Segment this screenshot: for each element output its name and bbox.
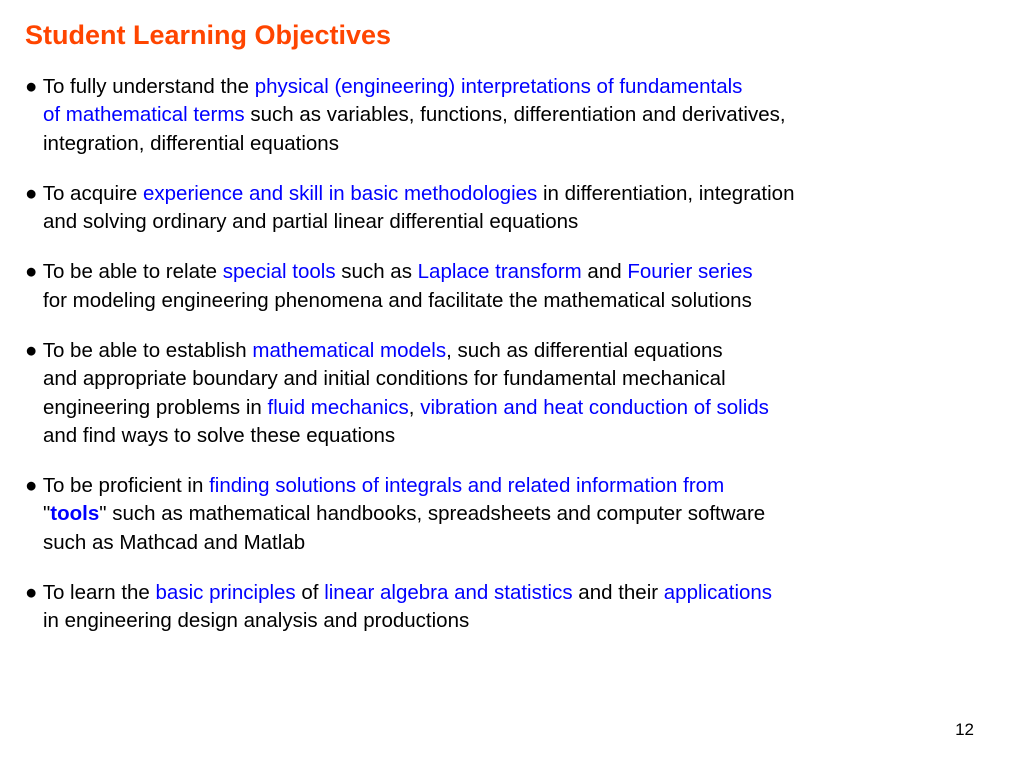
objective-item: ● To fully understand the physical (engi…	[25, 73, 999, 158]
objective-item: ● To be proficient in finding solutions …	[25, 472, 999, 557]
highlighted-text: of mathematical terms	[43, 103, 245, 126]
plain-text: and their	[573, 581, 664, 604]
plain-text: ● To be proficient in	[25, 474, 209, 497]
plain-text: such as variables, functions, differenti…	[245, 103, 786, 126]
plain-text: integration, differential equations	[43, 132, 339, 155]
plain-text: , such as differential equations	[446, 339, 723, 362]
plain-text: and	[582, 260, 628, 283]
highlighted-text: experience and skill in basic methodolog…	[143, 182, 537, 205]
bullet-continuation-line: integration, differential equations	[25, 130, 999, 158]
highlighted-text: finding solutions of integrals and relat…	[209, 474, 724, 497]
plain-text: such as Mathcad and Matlab	[43, 531, 305, 554]
bullet-continuation-line: of mathematical terms such as variables,…	[25, 101, 999, 129]
highlighted-text: physical (engineering) interpretations o…	[255, 75, 743, 98]
bullet-continuation-line: "tools" such as mathematical handbooks, …	[25, 500, 999, 528]
bullet-first-line: ● To learn the basic principles of linea…	[25, 581, 772, 604]
highlighted-text: Fourier series	[627, 260, 752, 283]
bullet-first-line: ● To be proficient in finding solutions …	[25, 474, 724, 497]
plain-text: ,	[409, 396, 420, 419]
page-title: Student Learning Objectives	[25, 20, 999, 51]
objective-item: ● To be able to relate special tools suc…	[25, 258, 999, 315]
objective-item: ● To be able to establish mathematical m…	[25, 337, 999, 450]
highlighted-text: special tools	[223, 260, 336, 283]
bullet-continuation-line: for modeling engineering phenomena and f…	[25, 287, 999, 315]
bullet-first-line: ● To be able to establish mathematical m…	[25, 339, 723, 362]
plain-text: ● To be able to establish	[25, 339, 252, 362]
objective-item: ● To learn the basic principles of linea…	[25, 579, 999, 636]
plain-text: ● To acquire	[25, 182, 143, 205]
plain-text: engineering problems in	[43, 396, 268, 419]
highlighted-text: linear algebra and statistics	[324, 581, 572, 604]
plain-text: in engineering design analysis and produ…	[43, 609, 469, 632]
highlighted-text: mathematical models	[252, 339, 446, 362]
bullet-continuation-line: and solving ordinary and partial linear …	[25, 208, 999, 236]
page-number: 12	[955, 720, 974, 740]
plain-text: " such as mathematical handbooks, spread…	[99, 502, 765, 525]
objective-item: ● To acquire experience and skill in bas…	[25, 180, 999, 237]
plain-text: such as	[336, 260, 418, 283]
highlighted-text: Laplace transform	[418, 260, 582, 283]
plain-text: and solving ordinary and partial linear …	[43, 210, 578, 233]
highlighted-text: applications	[664, 581, 772, 604]
bullet-first-line: ● To be able to relate special tools suc…	[25, 260, 753, 283]
plain-text: ● To be able to relate	[25, 260, 223, 283]
bullet-continuation-line: engineering problems in fluid mechanics,…	[25, 394, 999, 422]
highlighted-text: vibration and heat conduction of solids	[420, 396, 769, 419]
plain-text: ● To fully understand the	[25, 75, 255, 98]
plain-text: in differentiation, integration	[537, 182, 794, 205]
bullet-continuation-line: in engineering design analysis and produ…	[25, 607, 999, 635]
highlighted-bold-text: tools	[50, 502, 99, 525]
plain-text: of	[296, 581, 325, 604]
plain-text: ● To learn the	[25, 581, 156, 604]
highlighted-text: fluid mechanics	[268, 396, 409, 419]
objectives-list: ● To fully understand the physical (engi…	[25, 73, 999, 636]
highlighted-text: basic principles	[156, 581, 296, 604]
bullet-continuation-line: and find ways to solve these equations	[25, 422, 999, 450]
plain-text: and find ways to solve these equations	[43, 424, 395, 447]
bullet-continuation-line: such as Mathcad and Matlab	[25, 529, 999, 557]
bullet-first-line: ● To fully understand the physical (engi…	[25, 75, 742, 98]
plain-text: for modeling engineering phenomena and f…	[43, 289, 752, 312]
bullet-first-line: ● To acquire experience and skill in bas…	[25, 182, 794, 205]
bullet-continuation-line: and appropriate boundary and initial con…	[25, 365, 999, 393]
plain-text: and appropriate boundary and initial con…	[43, 367, 726, 390]
